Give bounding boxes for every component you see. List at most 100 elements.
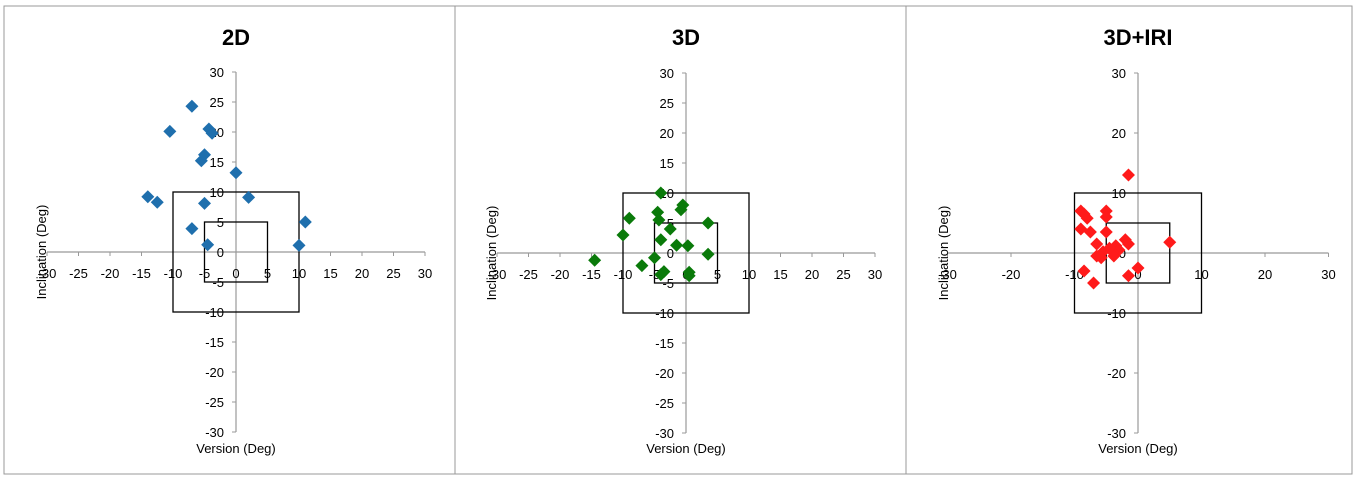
- y-tick-label: -25: [655, 396, 674, 411]
- target-box-1: [172, 191, 300, 313]
- data-point: [654, 233, 668, 247]
- data-point: [670, 238, 684, 252]
- y-axis-label: Inclination (Deg): [484, 206, 499, 301]
- data-point: [185, 222, 199, 236]
- y-tick-label: -25: [205, 395, 224, 410]
- y-tick-label: 15: [210, 155, 224, 170]
- data-point: [1099, 210, 1113, 224]
- data-point: [198, 148, 211, 162]
- data-point: [198, 196, 211, 210]
- x-tick-label: 5: [264, 266, 271, 281]
- y-tick-label: 30: [210, 65, 224, 80]
- data-point: [674, 203, 688, 217]
- x-tick-label: 15: [773, 267, 787, 282]
- data-point: [588, 253, 602, 267]
- panel-border: [905, 5, 1353, 475]
- x-tick-label: 15: [323, 266, 337, 281]
- data-point: [242, 190, 256, 204]
- x-tick-label: 30: [868, 267, 882, 282]
- y-tick-label: 20: [1112, 126, 1126, 141]
- x-tick-label: 20: [355, 266, 369, 281]
- x-tick-label: -5: [199, 266, 211, 281]
- chart-panel-2: 3D-30-25-20-15-10-5051015202530302520151…: [454, 5, 907, 475]
- x-tick-label: 0: [232, 266, 239, 281]
- data-point: [1090, 237, 1104, 251]
- data-point: [635, 259, 649, 273]
- data-point: [298, 215, 312, 229]
- x-tick-label: -30: [38, 266, 57, 281]
- data-point: [701, 216, 715, 230]
- data-point: [657, 265, 671, 279]
- data-point: [1074, 222, 1088, 236]
- chart-panel-3: 3D+IRI-30-20-1001020303020100-10-20-30Ve…: [905, 5, 1353, 475]
- data-point: [229, 166, 243, 180]
- x-tick-label: 25: [836, 267, 850, 282]
- x-tick-label: -25: [69, 266, 88, 281]
- data-point: [163, 124, 177, 138]
- y-tick-label: -15: [205, 335, 224, 350]
- y-tick-label: 30: [660, 66, 674, 81]
- x-axis-label: Version (Deg): [646, 441, 725, 456]
- x-tick-label: 10: [292, 266, 306, 281]
- data-point: [201, 238, 215, 252]
- x-tick-label: 5: [714, 267, 721, 282]
- data-point: [150, 195, 164, 209]
- data-point: [622, 211, 636, 225]
- y-tick-label: 25: [660, 96, 674, 111]
- data-point: [141, 190, 155, 204]
- x-tick-label: 20: [805, 267, 819, 282]
- target-box-1: [622, 192, 750, 314]
- data-point: [1121, 269, 1135, 283]
- data-point: [185, 99, 199, 113]
- x-tick-label: -10: [614, 267, 633, 282]
- x-tick-label: -15: [582, 267, 601, 282]
- data-point: [292, 238, 306, 252]
- x-axis-label: Version (Deg): [196, 441, 275, 456]
- x-tick-label: -20: [551, 267, 570, 282]
- y-tick-label: -20: [205, 365, 224, 380]
- data-point: [652, 213, 666, 227]
- data-point: [1080, 211, 1094, 225]
- data-point: [654, 186, 668, 200]
- data-point: [1077, 264, 1091, 278]
- x-tick-label: 10: [1194, 267, 1208, 282]
- y-tick-label: -5: [662, 276, 674, 291]
- data-point: [1099, 225, 1113, 239]
- data-point: [1131, 261, 1145, 275]
- y-tick-label: 30: [1112, 66, 1126, 81]
- y-tick-label: 10: [1112, 186, 1126, 201]
- target-box-2: [203, 221, 269, 283]
- chart-title: 3D: [672, 25, 700, 50]
- chart-title: 3D+IRI: [1103, 25, 1172, 50]
- panel-border: [3, 5, 456, 475]
- x-tick-label: -30: [938, 267, 957, 282]
- data-point: [1163, 235, 1177, 249]
- x-axis-label: Version (Deg): [1098, 441, 1177, 456]
- data-point: [1102, 241, 1116, 255]
- x-tick-label: -20: [1002, 267, 1021, 282]
- y-tick-label: 25: [210, 95, 224, 110]
- data-point: [701, 247, 715, 261]
- x-tick-label: 30: [1321, 267, 1335, 282]
- data-point: [663, 222, 677, 236]
- y-tick-label: 15: [660, 156, 674, 171]
- y-tick-label: 20: [660, 126, 674, 141]
- y-tick-label: -10: [1107, 306, 1126, 321]
- y-tick-label: -30: [1107, 426, 1126, 441]
- data-point: [648, 251, 661, 265]
- y-tick-label: -20: [1107, 366, 1126, 381]
- x-tick-label: 30: [418, 266, 432, 281]
- y-tick-label: 10: [210, 185, 224, 200]
- data-point: [1087, 276, 1101, 290]
- chart-title: 2D: [222, 25, 250, 50]
- data-point: [651, 205, 665, 219]
- y-axis-label: Inclination (Deg): [34, 205, 49, 300]
- y-tick-label: -10: [205, 305, 224, 320]
- y-tick-label: -30: [655, 426, 674, 441]
- data-point: [1083, 225, 1097, 239]
- x-tick-label: 25: [386, 266, 400, 281]
- y-tick-label: -5: [212, 275, 224, 290]
- data-point: [1094, 251, 1108, 265]
- y-tick-label: 0: [217, 245, 224, 260]
